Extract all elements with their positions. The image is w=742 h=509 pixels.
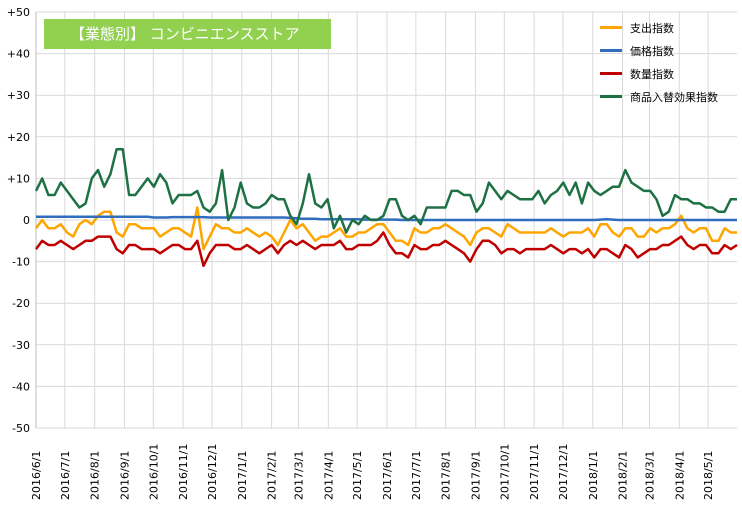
x-tick-label: 2017/8/1 [440, 451, 453, 500]
legend-label: 支出指数 [630, 21, 674, 35]
y-tick-label: +10 [7, 172, 30, 185]
y-tick-label: -30 [12, 339, 30, 352]
legend-item: 支出指数 [600, 16, 718, 39]
legend-item: 商品入替効果指数 [600, 85, 718, 108]
legend-label: 商品入替効果指数 [630, 90, 718, 104]
y-tick-label: -50 [12, 422, 30, 435]
x-tick-label: 2016/10/1 [147, 444, 160, 500]
y-tick-label: +20 [7, 131, 30, 144]
y-tick-label: -40 [12, 380, 30, 393]
x-tick-label: 2016/9/1 [118, 451, 131, 500]
x-tick-label: 2016/8/1 [89, 451, 102, 500]
legend: 支出指数価格指数数量指数商品入替効果指数 [600, 16, 718, 108]
legend-item: 価格指数 [600, 39, 718, 62]
x-tick-label: 2016/7/1 [59, 451, 72, 500]
x-tick-label: 2017/3/1 [293, 451, 306, 500]
y-tick-label: 0 [23, 214, 30, 227]
legend-item: 数量指数 [600, 62, 718, 85]
legend-label: 価格指数 [630, 44, 674, 58]
y-tick-label: +30 [7, 89, 30, 102]
x-tick-label: 2017/12/1 [557, 444, 570, 500]
x-tick-label: 2016/11/1 [177, 444, 190, 500]
x-tick-label: 2017/11/1 [528, 444, 541, 500]
series-line-支出指数 [34, 206, 737, 251]
y-tick-label: -10 [12, 256, 30, 269]
x-axis-tick-labels: 2016/6/1 2016/7/1 2016/8/1 2016/9/1 2016/10/… [30, 444, 715, 500]
y-tick-label: +50 [7, 6, 30, 19]
x-tick-label: 2017/1/1 [236, 451, 249, 500]
legend-swatch [600, 95, 622, 98]
x-tick-label: 2017/10/1 [498, 444, 511, 500]
x-tick-label: 2017/2/1 [266, 451, 279, 500]
x-tick-label: 2018/2/1 [617, 451, 630, 500]
legend-swatch [600, 72, 622, 75]
y-tick-label: -20 [12, 297, 30, 310]
legend-swatch [600, 26, 622, 29]
x-tick-label: 2017/5/1 [351, 451, 364, 500]
x-tick-label: 2018/1/1 [587, 451, 600, 500]
x-tick-label: 2016/6/1 [30, 451, 43, 500]
x-tick-label: 2017/4/1 [322, 451, 335, 500]
chart-title: 【業態別】 コンビニエンスストア [44, 19, 331, 49]
x-tick-label: 2016/12/1 [206, 444, 219, 500]
legend-swatch [600, 49, 622, 52]
x-tick-label: 2017/9/1 [469, 451, 482, 500]
x-tick-label: 2017/7/1 [410, 451, 423, 500]
series-line-商品入替効果指数 [34, 148, 737, 234]
y-axis-tick-labels: +50 +40 +30 +20 +10 0 -10 -20 -30 -40 -50 [7, 6, 30, 435]
series-line-価格指数 [36, 215, 737, 222]
legend-label: 数量指数 [630, 67, 674, 81]
series-lines [34, 148, 738, 268]
y-tick-label: +40 [7, 48, 30, 61]
x-tick-label: 2018/5/1 [702, 451, 715, 500]
x-tick-label: 2018/4/1 [673, 451, 686, 500]
series-line-数量指数 [34, 231, 738, 268]
x-tick-label: 2018/3/1 [643, 451, 656, 500]
x-tick-label: 2017/6/1 [381, 451, 394, 500]
